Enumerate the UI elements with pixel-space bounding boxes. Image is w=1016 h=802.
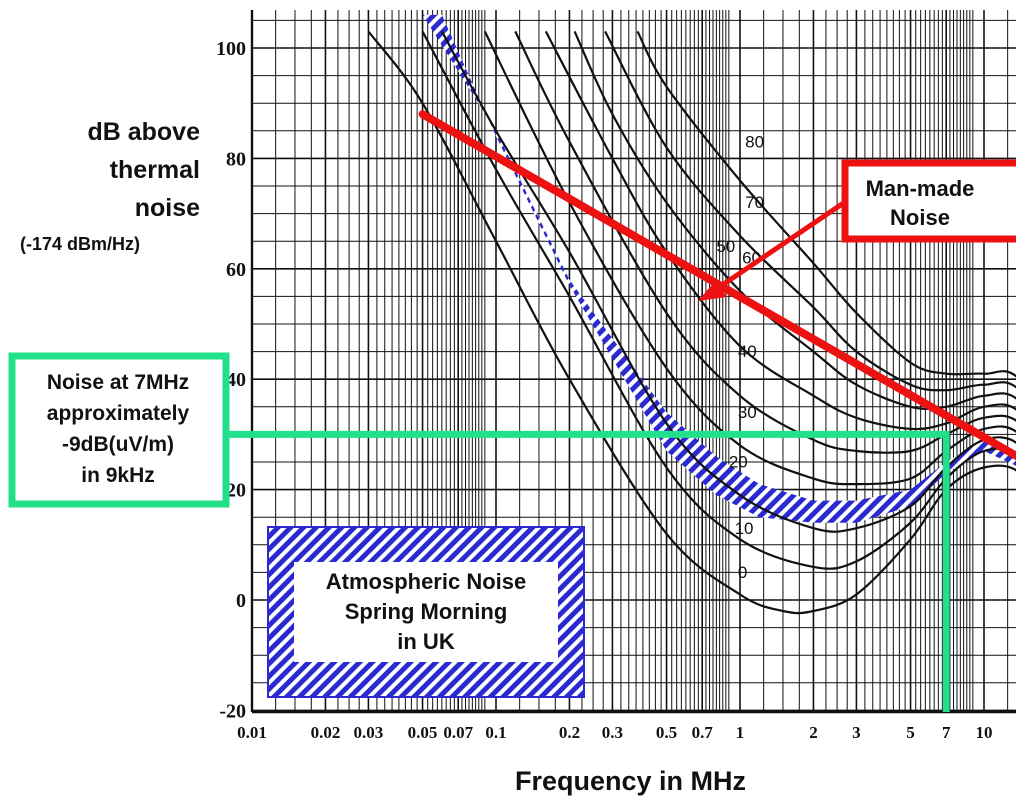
manmade-arrow-head (698, 280, 727, 301)
y-tick-label: 20 (226, 480, 246, 502)
y-tick-label: 0 (236, 590, 246, 612)
atmospheric-legend-label: Atmospheric Noise (326, 569, 527, 594)
x-tick-label: 0.5 (656, 723, 677, 742)
y-tick-label: 40 (226, 369, 246, 391)
curve-label-50: 50 (716, 237, 735, 256)
x-tick-label: 1 (736, 723, 745, 742)
y-axis-label-line-1: dB above (87, 118, 200, 146)
y-tick-label: -20 (219, 700, 246, 722)
noise-7mhz-label: approximately (47, 402, 190, 425)
manmade-noise-box (841, 159, 1016, 243)
x-tick-label: 0.2 (559, 723, 580, 742)
noise-curve-20 (440, 30, 1016, 533)
curve-label-20: 20 (729, 453, 748, 472)
x-tick-label: 5 (906, 723, 915, 742)
noise-curve-40 (514, 30, 1016, 454)
noise-7mhz-label: -9dB(uV/m) (62, 433, 174, 456)
x-tick-label: 0.7 (692, 723, 714, 742)
curve-label-80: 80 (745, 132, 764, 151)
annotations: Man-made Noise Noise at 7MHz approximately -… (8, 110, 1016, 712)
manmade-noise-label: Noise (890, 205, 950, 230)
y-axis-label-line-2: thermal (109, 156, 200, 184)
x-tick-label: 0.1 (485, 723, 506, 742)
noise-7mhz-box (8, 352, 230, 508)
atmospheric-legend-label: Spring Morning (345, 599, 508, 624)
x-tick-label: 0.01 (237, 723, 267, 742)
curve-label-70: 70 (745, 193, 764, 212)
x-tick-label: 0.05 (408, 723, 438, 742)
x-tick-label: 7 (942, 723, 951, 742)
x-tick-label: 10 (976, 723, 993, 742)
x-axis-label: Frequency in MHz (515, 766, 747, 796)
noise-7mhz-label: in 9kHz (81, 464, 155, 487)
atmospheric-legend-label: in UK (397, 629, 455, 654)
x-tick-label: 0.3 (602, 723, 623, 742)
noise-curve-60 (573, 30, 1016, 411)
noise-curve-70 (604, 30, 1016, 392)
tick-labels: 0.01 0.02 0.03 0.05 0.07 0.1 0.2 0.3 0.5 0.7 1 2 3 5 7… (216, 38, 993, 742)
manmade-arrow-shaft (710, 197, 850, 295)
atmospheric-legend-inner (294, 562, 558, 662)
noise-7mhz-guide-line (225, 430, 950, 712)
x-tick-label: 2 (809, 723, 818, 742)
manmade-noise-label: Man-made (866, 176, 975, 201)
noise-curve-50 (544, 30, 1016, 431)
manmade-noise-line (418, 110, 1016, 461)
x-tick-label: 0.02 (311, 723, 341, 742)
noise-7mhz-label: Noise at 7MHz (47, 371, 189, 394)
curve-label-10: 10 (735, 519, 754, 538)
curve-label-0: 0 (738, 563, 747, 582)
x-tick-label: 3 (852, 723, 861, 742)
x-tick-label: 0.03 (354, 723, 384, 742)
noise-curve-30 (483, 30, 1016, 486)
y-tick-label: 100 (216, 38, 246, 60)
y-tick-label: 80 (226, 148, 246, 170)
noise-curve-80 (636, 30, 1016, 378)
curve-label-40: 40 (738, 342, 757, 361)
x-tick-label: 0.07 (443, 723, 473, 742)
noise-curve-0 (367, 30, 1016, 615)
y-axis-unit-label: (-174 dBm/Hz) (20, 234, 141, 254)
y-tick-label: 60 (226, 259, 246, 281)
y-axis-label-line-3: noise (134, 194, 200, 222)
curve-label-30: 30 (738, 403, 757, 422)
